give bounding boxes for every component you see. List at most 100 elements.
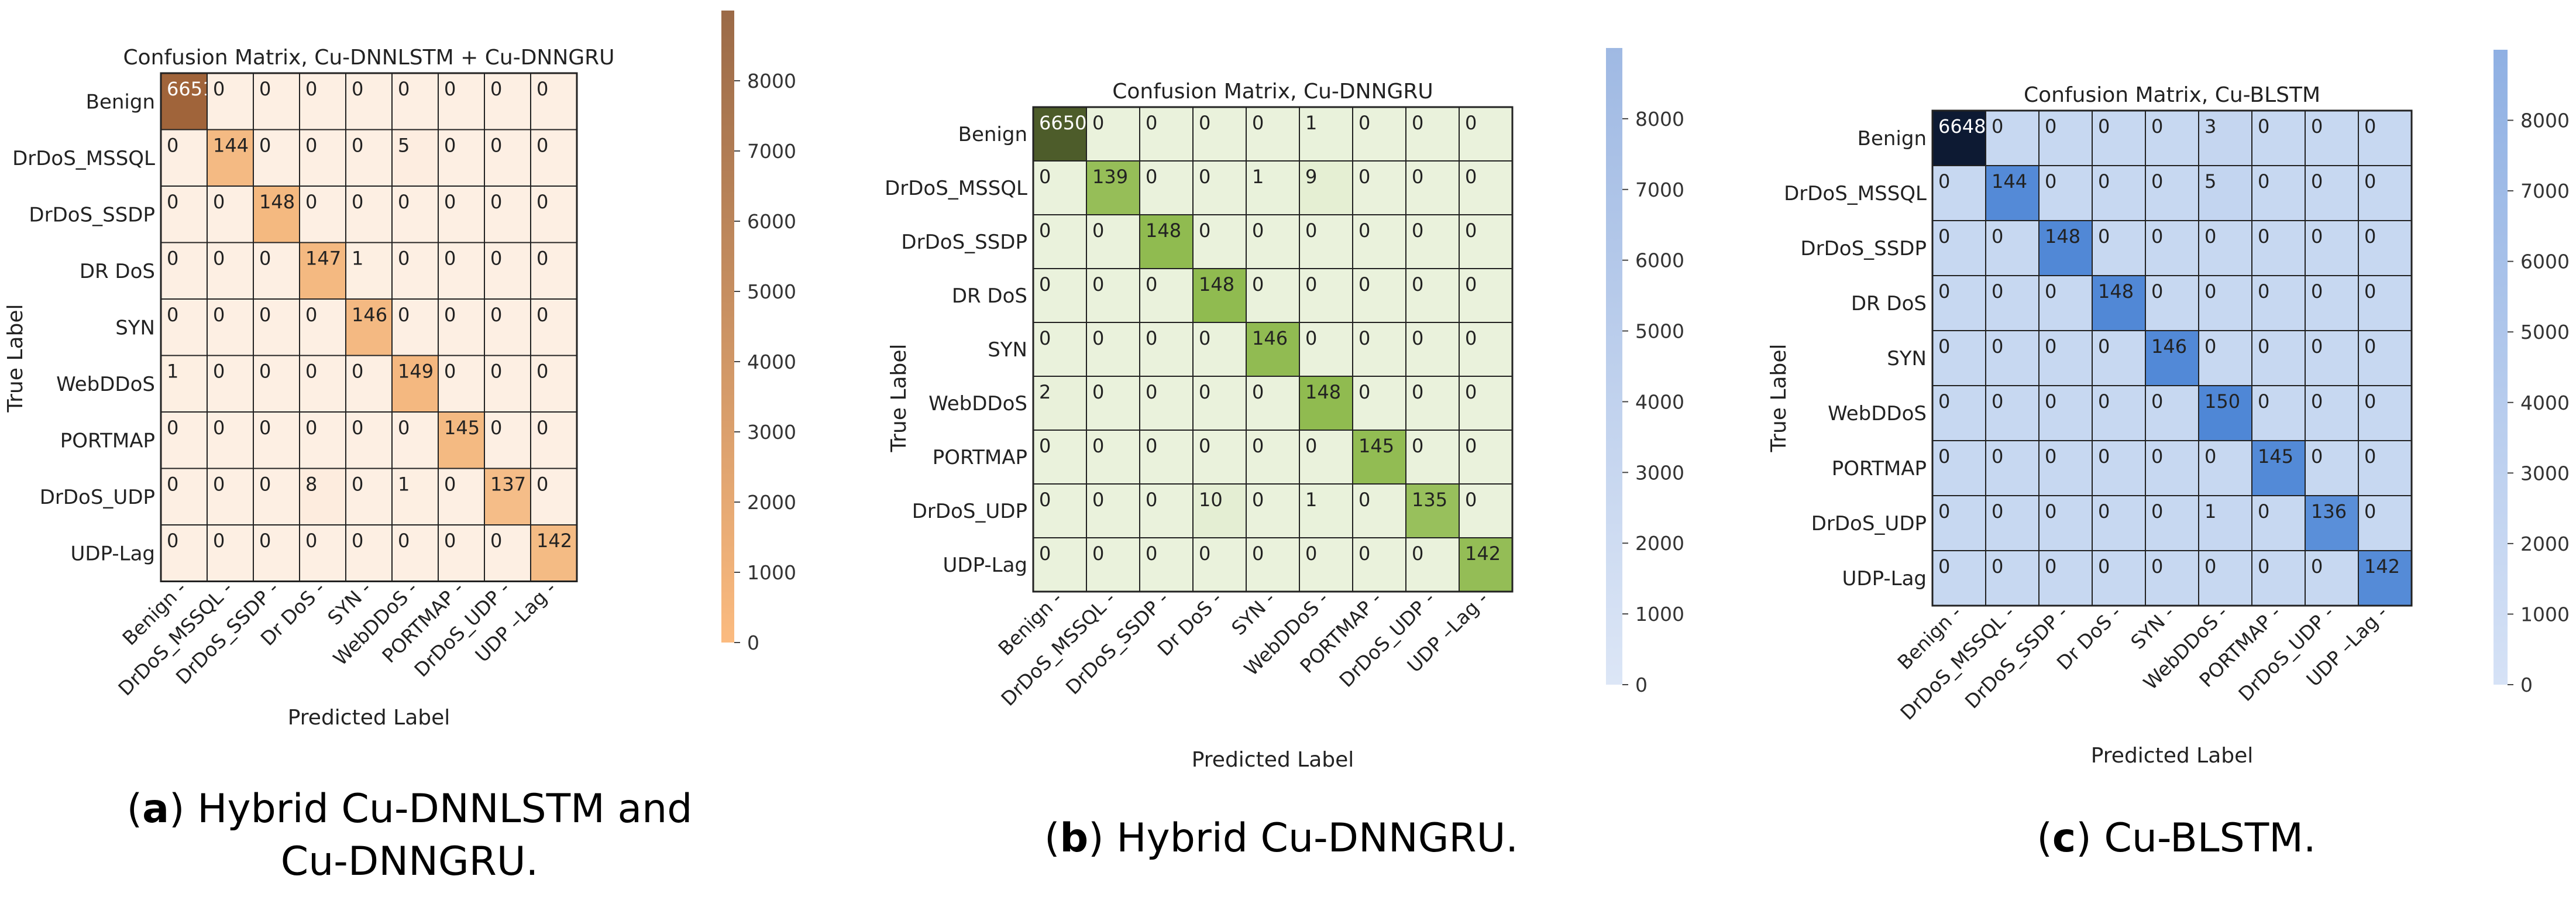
colorbar-tick-label: 6000 bbox=[2520, 250, 2570, 273]
cell-value: 0 bbox=[259, 304, 271, 326]
matrix-cell bbox=[1352, 214, 1406, 269]
cell-value: 146 bbox=[1252, 327, 1288, 349]
matrix-cell bbox=[2358, 495, 2412, 551]
cell-value: 0 bbox=[490, 135, 502, 157]
x-axis-label: Predicted Label bbox=[2091, 744, 2254, 768]
cell-value: 0 bbox=[1358, 542, 1370, 565]
cell-value: 0 bbox=[2364, 280, 2376, 303]
matrix-cell bbox=[207, 242, 254, 300]
cell-value: 0 bbox=[259, 360, 271, 383]
cell-value: 0 bbox=[2098, 225, 2110, 248]
matrix-cell bbox=[1033, 268, 1087, 323]
matrix-cell bbox=[391, 129, 439, 187]
matrix-cell bbox=[345, 355, 393, 413]
matrix-cell bbox=[438, 186, 485, 243]
cell-value: 0 bbox=[1146, 327, 1157, 349]
cell-value: 0 bbox=[167, 530, 178, 552]
matrix-cell bbox=[1192, 322, 1247, 377]
matrix-cell bbox=[2092, 275, 2146, 331]
matrix-cell bbox=[1405, 214, 1460, 269]
cell-value: 0 bbox=[2364, 500, 2376, 523]
cell-value: 0 bbox=[1358, 219, 1370, 242]
cell-value: 0 bbox=[536, 191, 548, 213]
y-tick-label: DrDoS_MSSQL bbox=[12, 147, 155, 170]
cell-value: 2 bbox=[1039, 381, 1051, 403]
matrix-cell bbox=[299, 129, 346, 187]
matrix-cell bbox=[1405, 160, 1460, 215]
cell-value: 0 bbox=[352, 135, 363, 157]
matrix-cell bbox=[2198, 440, 2252, 496]
matrix-cell bbox=[1033, 322, 1087, 377]
colorbar-tick-label: 1000 bbox=[747, 561, 796, 584]
matrix-cell bbox=[1139, 322, 1194, 377]
cell-value: 136 bbox=[2311, 500, 2347, 523]
cell-value: 145 bbox=[1358, 435, 1394, 457]
colorbar-tick-label: 7000 bbox=[2520, 180, 2570, 202]
matrix-cell bbox=[2251, 385, 2306, 441]
cell-value: 0 bbox=[2311, 225, 2323, 248]
cell-value: 144 bbox=[1992, 170, 2027, 193]
cell-value: 148 bbox=[1146, 219, 1181, 242]
cell-value: 0 bbox=[213, 473, 225, 496]
matrix-cell bbox=[2251, 220, 2306, 276]
matrix-cell bbox=[1352, 537, 1406, 592]
matrix-cell bbox=[1299, 214, 1353, 269]
colorbar-tick-label: 8000 bbox=[1635, 108, 1684, 130]
cell-value: 0 bbox=[213, 191, 225, 213]
cell-value: 0 bbox=[2311, 280, 2323, 303]
cell-value: 148 bbox=[1305, 381, 1341, 403]
cell-value: 145 bbox=[444, 417, 480, 439]
cell-value: 0 bbox=[352, 191, 363, 213]
matrix-cell bbox=[1459, 160, 1513, 215]
y-tick-label: PORTMAP bbox=[60, 429, 155, 452]
matrix-cell bbox=[438, 524, 485, 582]
cell-value: 0 bbox=[1252, 112, 1264, 134]
cell-value: 0 bbox=[444, 473, 456, 496]
matrix-cell bbox=[1086, 430, 1140, 485]
matrix-border bbox=[1931, 109, 2413, 607]
cell-value: 0 bbox=[1412, 273, 1423, 296]
cell-value: 0 bbox=[444, 360, 456, 383]
cell-value: 0 bbox=[2258, 390, 2269, 413]
cell-value: 0 bbox=[2311, 555, 2323, 578]
matrix-cell bbox=[1985, 550, 2040, 606]
cell-value: 0 bbox=[1146, 273, 1157, 296]
matrix-cell bbox=[2198, 275, 2252, 331]
y-tick-label: PORTMAP bbox=[1832, 457, 1927, 480]
colorbar-tick-label: 2000 bbox=[747, 491, 796, 514]
cell-value: 0 bbox=[1146, 166, 1157, 188]
matrix-cell bbox=[1246, 268, 1300, 323]
cell-value: 0 bbox=[1412, 381, 1423, 403]
cell-value: 0 bbox=[1039, 273, 1051, 296]
matrix-cell bbox=[299, 355, 346, 413]
cell-value: 0 bbox=[259, 248, 271, 270]
cell-value: 0 bbox=[167, 304, 178, 326]
cell-value: 0 bbox=[398, 530, 410, 552]
colorbar-tick-label: 0 bbox=[1635, 674, 1648, 696]
colorbar bbox=[1606, 48, 1622, 685]
matrix-cell bbox=[484, 73, 531, 130]
cell-value: 0 bbox=[536, 304, 548, 326]
cell-value: 0 bbox=[213, 248, 225, 270]
matrix-cell bbox=[1352, 107, 1406, 162]
cell-value: 0 bbox=[305, 304, 317, 326]
cell-value: 0 bbox=[213, 360, 225, 383]
cell-value: 0 bbox=[2364, 445, 2376, 468]
cell-value: 0 bbox=[536, 417, 548, 439]
cell-value: 0 bbox=[444, 135, 456, 157]
matrix-cell bbox=[391, 524, 439, 582]
cell-value: 0 bbox=[2045, 390, 2056, 413]
cell-value: 0 bbox=[1305, 542, 1317, 565]
cell-value: 0 bbox=[2045, 445, 2056, 468]
matrix-cell bbox=[484, 411, 531, 469]
colorbar-tick-label: 2000 bbox=[1635, 532, 1684, 555]
cell-value: 1 bbox=[2204, 500, 2216, 523]
cell-value: 0 bbox=[2204, 225, 2216, 248]
y-tick-label: DrDoS_MSSQL bbox=[885, 177, 1027, 200]
cell-value: 0 bbox=[444, 78, 456, 100]
matrix-cell bbox=[2251, 330, 2306, 386]
y-tick-label: UDP-Lag bbox=[943, 554, 1027, 577]
cell-value: 0 bbox=[490, 191, 502, 213]
y-tick-label: DrDoS_UDP bbox=[1811, 512, 1927, 535]
